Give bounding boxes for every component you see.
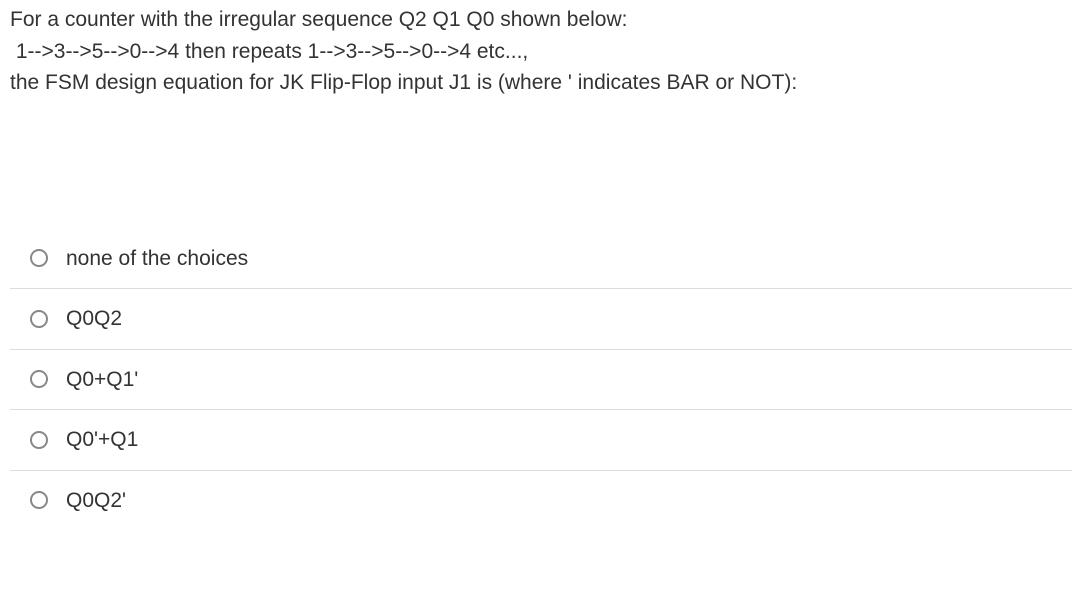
option-row[interactable]: Q0Q2 <box>10 288 1072 349</box>
option-label: Q0+Q1' <box>66 364 138 396</box>
option-label: none of the choices <box>66 243 248 275</box>
question-line-2: 1-->3-->5-->0-->4 then repeats 1-->3-->5… <box>10 36 1072 68</box>
option-row[interactable]: none of the choices <box>10 229 1072 289</box>
option-label: Q0Q2 <box>66 303 122 335</box>
option-row[interactable]: Q0'+Q1 <box>10 409 1072 470</box>
question-line-3: the FSM design equation for JK Flip-Flop… <box>10 67 1072 99</box>
radio-icon <box>30 370 48 388</box>
option-label: Q0Q2' <box>66 485 126 517</box>
option-row[interactable]: Q0Q2' <box>10 470 1072 531</box>
radio-icon <box>30 431 48 449</box>
radio-icon <box>30 310 48 328</box>
options-list: none of the choices Q0Q2 Q0+Q1' Q0'+Q1 Q… <box>10 229 1072 531</box>
radio-icon <box>30 249 48 267</box>
question-line-1: For a counter with the irregular sequenc… <box>10 4 1072 36</box>
question-stem: For a counter with the irregular sequenc… <box>10 4 1072 99</box>
question-container: For a counter with the irregular sequenc… <box>0 0 1082 530</box>
option-row[interactable]: Q0+Q1' <box>10 349 1072 410</box>
radio-icon <box>30 491 48 509</box>
option-label: Q0'+Q1 <box>66 424 138 456</box>
